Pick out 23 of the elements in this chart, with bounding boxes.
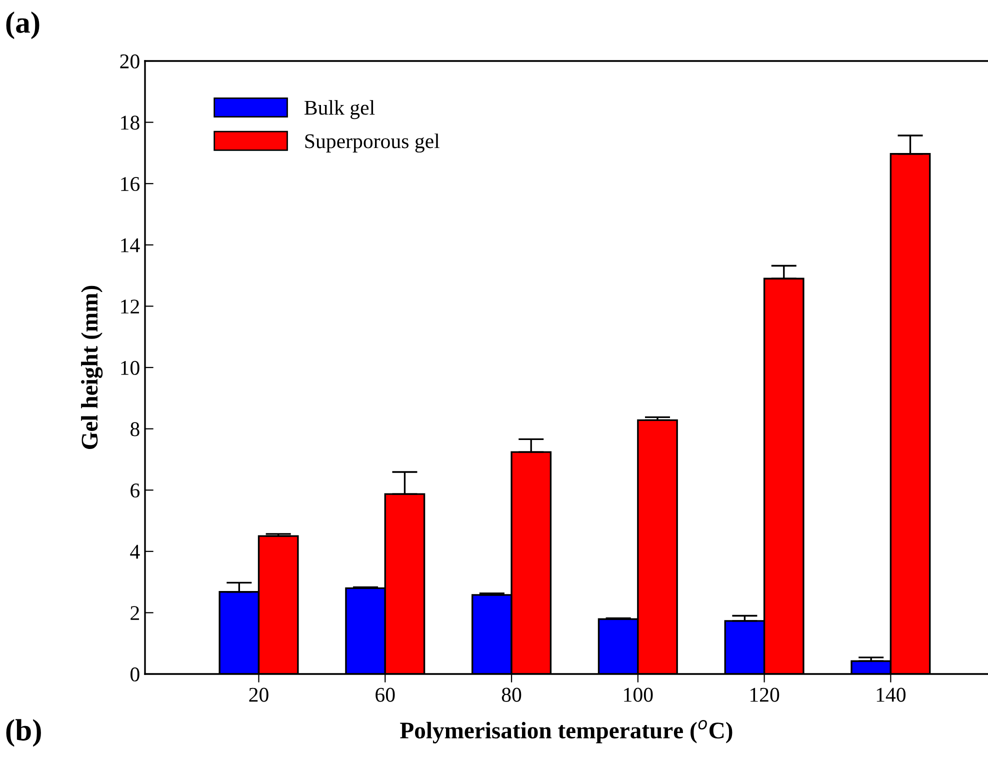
y-tick-label: 18 — [121, 116, 140, 130]
text: (b) — [6, 719, 41, 747]
y-tick-label: 8 — [130, 422, 140, 436]
legend-label: Superporous gel — [305, 134, 440, 153]
y-tick-label: 12 — [121, 300, 139, 314]
y-tick-label: 10 — [121, 360, 140, 375]
y-tick-label: 6 — [130, 484, 140, 498]
legend-label: Bulk gel — [304, 100, 375, 120]
x-tick-label: 140 — [876, 688, 906, 702]
y-tick-label: 4 — [130, 544, 140, 559]
y-axis-title: Gel height (mm) — [81, 286, 103, 449]
x-tick-label: 60 — [376, 688, 395, 702]
x-tick-label: 100 — [624, 688, 653, 702]
y-tick-label: 0 — [130, 667, 140, 682]
x-axis-title: Polymerisation temperature ($^{o}$C) — [400, 720, 732, 744]
y-tick-label: 14 — [121, 238, 140, 252]
text: (a) — [6, 11, 40, 40]
y-tick-label: 2 — [130, 606, 139, 620]
y-tick-label: 16 — [121, 177, 140, 192]
y-tick-label: 20 — [120, 54, 140, 68]
x-tick-label: 80 — [502, 688, 522, 702]
x-tick-label: 120 — [750, 688, 780, 702]
x-tick-label: 20 — [249, 688, 268, 702]
